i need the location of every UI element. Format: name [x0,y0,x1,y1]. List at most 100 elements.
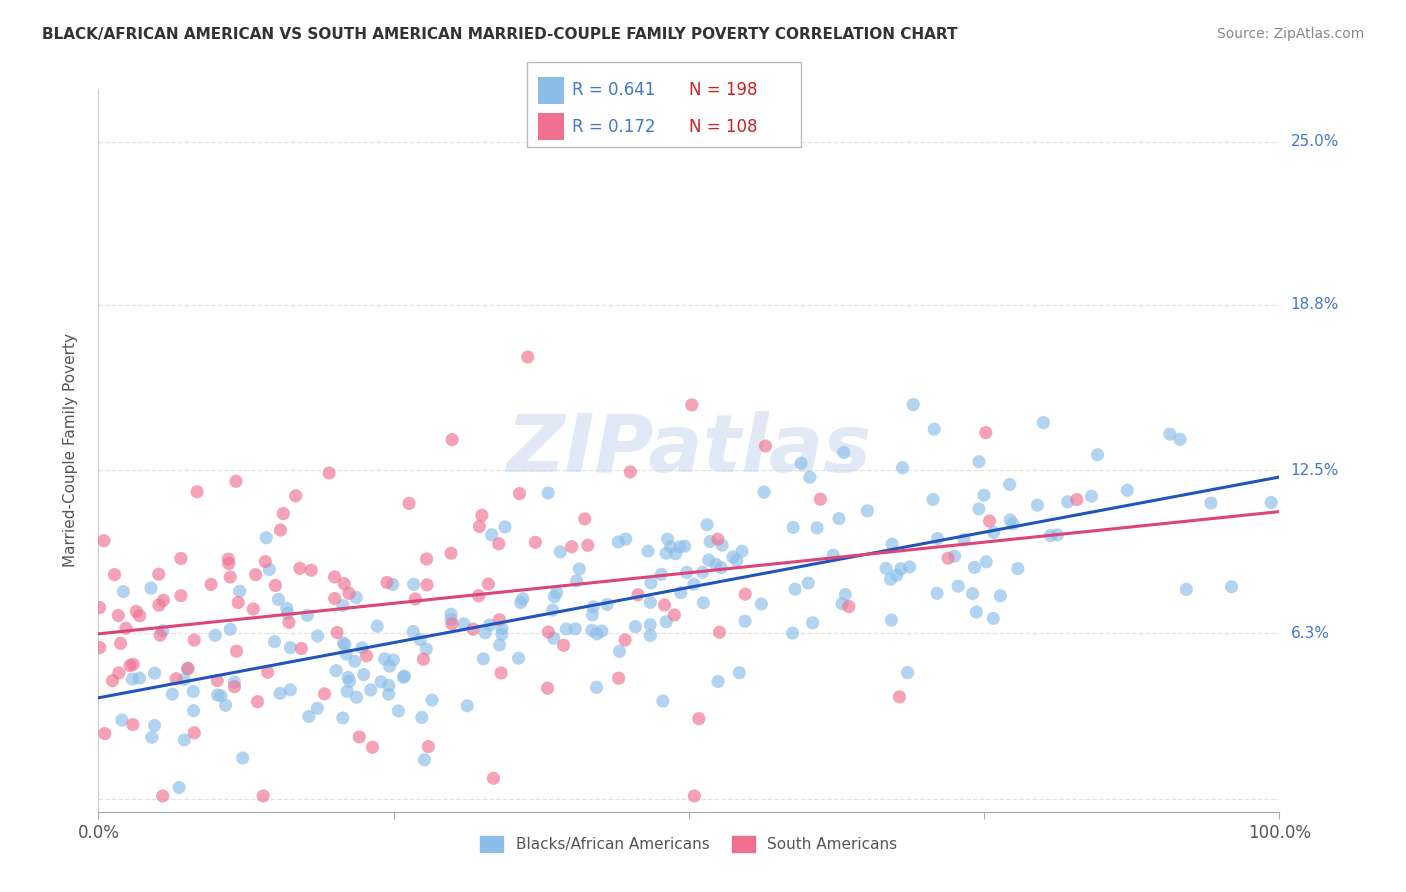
Point [402,624,425,639]
Point [183,633,205,648]
Point [704,558,727,572]
Point [783,582,806,596]
Point [167,780,190,795]
Text: Source: ZipAtlas.com: Source: ZipAtlas.com [1216,27,1364,41]
Point [582,599,605,614]
Point [561,540,583,554]
Point [973,488,995,502]
Point [669,585,692,599]
Point [346,690,368,705]
Point [962,587,984,601]
Point [219,623,242,637]
Point [591,624,613,638]
Point [586,627,609,641]
Point [585,681,607,695]
Point [453,616,475,631]
Point [576,538,599,552]
Point [731,544,754,558]
Point [278,615,301,630]
Point [709,625,731,640]
Point [948,579,970,593]
Point [880,613,903,627]
Point [256,665,278,680]
Point [288,561,311,575]
Point [614,532,637,546]
Point [832,445,855,459]
Point [415,642,437,657]
Point [488,613,510,627]
Point [491,621,513,635]
Point [981,611,1004,625]
Point [673,539,696,553]
Point [219,570,242,584]
Point [170,551,193,566]
Point [536,681,558,696]
Text: BLACK/AFRICAN AMERICAN VS SOUTH AMERICAN MARRIED-COUPLE FAMILY POVERTY CORRELATI: BLACK/AFRICAN AMERICAN VS SOUTH AMERICAN… [42,27,957,42]
Point [1087,448,1109,462]
Point [707,533,730,547]
Point [564,622,586,636]
Point [350,640,373,655]
Point [734,614,756,628]
Point [89,640,111,655]
Text: ZIPatlas: ZIPatlas [506,411,872,490]
Point [688,712,710,726]
Point [478,618,501,632]
Point [337,586,360,600]
Point [553,638,575,652]
Point [806,521,828,535]
Point [657,532,679,546]
Point [297,608,319,623]
Point [103,567,125,582]
Point [614,632,637,647]
Point [259,562,281,576]
Point [209,689,232,703]
Point [225,644,247,658]
Point [838,599,860,614]
Point [669,540,692,554]
Point [339,674,361,689]
Point [721,549,744,564]
Point [568,562,591,576]
Point [967,455,990,469]
Point [1001,516,1024,531]
Point [413,753,436,767]
Point [607,534,630,549]
Point [226,595,249,609]
Text: N = 198: N = 198 [689,81,758,99]
Point [752,485,775,500]
Point [640,595,662,609]
Point [441,433,464,447]
Point [488,537,510,551]
Point [176,662,198,676]
Point [325,664,347,678]
Point [965,605,987,619]
Point [1066,492,1088,507]
Point [165,672,187,686]
Point [94,726,117,740]
Point [200,577,222,591]
Point [228,584,250,599]
Point [537,486,560,500]
Point [650,567,672,582]
Point [378,659,401,673]
Point [1046,528,1069,542]
Point [323,570,346,584]
Point [264,578,287,592]
Point [252,789,274,803]
Point [411,710,433,724]
Point [983,525,1005,540]
Point [699,534,721,549]
Point [875,561,897,575]
Point [801,615,824,630]
Point [651,694,673,708]
Point [494,520,516,534]
Point [1032,416,1054,430]
Point [508,651,530,665]
Point [152,624,174,638]
Point [284,489,307,503]
Point [728,665,751,680]
Point [318,466,340,480]
Point [141,731,163,745]
Point [277,607,299,621]
